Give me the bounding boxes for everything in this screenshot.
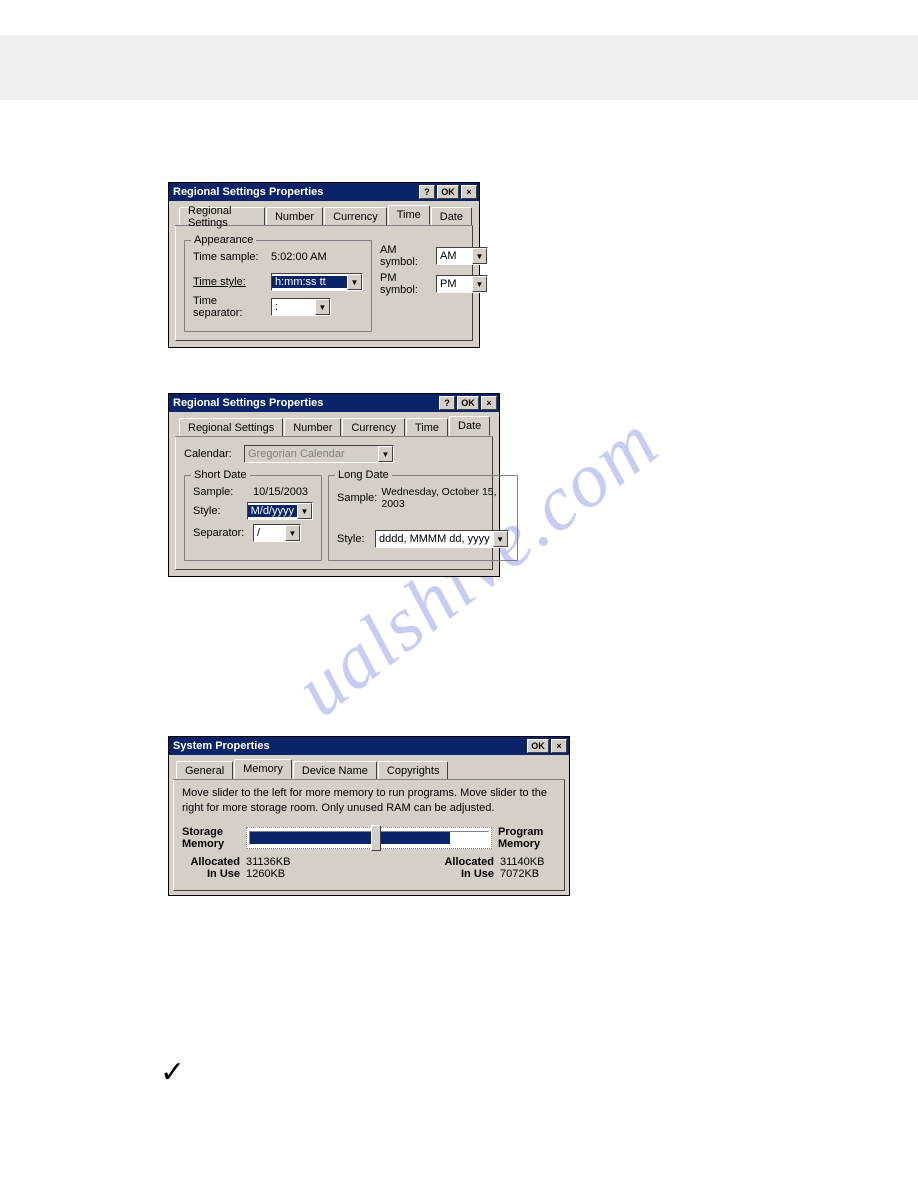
dropdown-arrow-icon[interactable]: ▼	[493, 531, 508, 547]
tab-copyrights[interactable]: Copyrights	[378, 761, 449, 779]
time-separator-dropdown[interactable]: : ▼	[271, 298, 331, 316]
storage-inuse-label: In Use	[182, 868, 240, 880]
slider-thumb[interactable]	[371, 825, 381, 851]
dropdown-arrow-icon[interactable]: ▼	[297, 503, 312, 519]
dropdown-arrow-icon[interactable]: ▼	[472, 248, 487, 264]
tab-regional-settings[interactable]: Regional Settings	[179, 207, 265, 225]
calendar-dropdown[interactable]: Gregorian Calendar ▼	[244, 445, 394, 463]
titlebar[interactable]: Regional Settings Properties ? OK ×	[169, 394, 499, 412]
time-sample-label: Time sample:	[193, 251, 267, 263]
storage-inuse-value: 1260KB	[246, 868, 302, 880]
separator-value: /	[254, 527, 285, 539]
ok-button[interactable]: OK	[437, 185, 459, 199]
storage-allocated-label: Allocated	[182, 856, 240, 868]
tab-date[interactable]: Date	[449, 416, 490, 436]
time-sample-value: 5:02:00 AM	[271, 251, 327, 263]
tab-date[interactable]: Date	[431, 207, 472, 225]
tab-number[interactable]: Number	[284, 418, 341, 436]
program-allocated-value: 31140KB	[500, 856, 556, 868]
long-sample-label: Sample:	[337, 492, 377, 504]
system-properties-dialog: System Properties OK × General Memory De…	[168, 736, 570, 896]
pm-symbol-label: PM symbol:	[380, 272, 432, 296]
dropdown-arrow-icon[interactable]: ▼	[347, 274, 362, 290]
pm-symbol-value: PM	[437, 278, 472, 290]
time-style-value: h:mm:ss tt	[272, 276, 347, 288]
calendar-label: Calendar:	[184, 448, 240, 460]
checkmark-icon: ✓	[160, 1055, 185, 1090]
regional-settings-time-dialog: Regional Settings Properties ? OK × Regi…	[168, 182, 480, 348]
program-inuse-value: 7072KB	[500, 868, 556, 880]
long-style-value: dddd, MMMM dd, yyyy	[376, 533, 493, 545]
appearance-group-title: Appearance	[191, 234, 256, 246]
short-style-label: Style:	[193, 505, 243, 517]
tab-currency[interactable]: Currency	[342, 418, 405, 436]
time-style-dropdown[interactable]: h:mm:ss tt ▼	[271, 273, 363, 291]
program-allocated-label: Allocated	[436, 856, 494, 868]
page-gray-band	[0, 35, 918, 100]
titlebar[interactable]: System Properties OK ×	[169, 737, 569, 755]
long-sample-value: Wednesday, October 15, 2003	[381, 486, 508, 510]
short-style-value: M/d/yyyy	[248, 505, 297, 517]
time-style-label: Time style:	[193, 276, 267, 288]
separator-dropdown[interactable]: / ▼	[253, 524, 301, 542]
long-style-label: Style:	[337, 533, 371, 545]
separator-label: Separator:	[193, 527, 249, 539]
storage-memory-label: Storage Memory	[182, 826, 240, 850]
titlebar[interactable]: Regional Settings Properties ? OK ×	[169, 183, 479, 201]
time-separator-label: Time separator:	[193, 295, 267, 319]
short-sample-label: Sample:	[193, 486, 249, 498]
dropdown-arrow-icon[interactable]: ▼	[472, 276, 487, 292]
tab-regional-settings[interactable]: Regional Settings	[179, 418, 283, 436]
storage-allocated-value: 31136KB	[246, 856, 302, 868]
tab-number[interactable]: Number	[266, 207, 323, 225]
program-inuse-label: In Use	[436, 868, 494, 880]
short-date-group-title: Short Date	[191, 469, 250, 481]
tab-time[interactable]: Time	[406, 418, 448, 436]
calendar-value: Gregorian Calendar	[245, 448, 378, 460]
help-button[interactable]: ?	[419, 185, 435, 199]
dropdown-arrow-icon[interactable]: ▼	[378, 446, 393, 462]
am-symbol-label: AM symbol:	[380, 244, 432, 268]
am-symbol-value: AM	[437, 250, 472, 262]
tab-memory[interactable]: Memory	[234, 759, 292, 779]
am-symbol-dropdown[interactable]: AM ▼	[436, 247, 488, 265]
short-style-dropdown[interactable]: M/d/yyyy ▼	[247, 502, 313, 520]
regional-settings-date-dialog: Regional Settings Properties ? OK × Regi…	[168, 393, 500, 577]
program-memory-label: Program Memory	[498, 826, 556, 850]
close-button[interactable]: ×	[461, 185, 477, 199]
long-style-dropdown[interactable]: dddd, MMMM dd, yyyy ▼	[375, 530, 509, 548]
tab-time[interactable]: Time	[388, 205, 430, 225]
help-button[interactable]: ?	[439, 396, 455, 410]
dropdown-arrow-icon[interactable]: ▼	[285, 525, 300, 541]
tab-device-name[interactable]: Device Name	[293, 761, 377, 779]
memory-slider[interactable]	[246, 827, 492, 849]
ok-button[interactable]: OK	[527, 739, 549, 753]
tab-row: Regional Settings Number Currency Time D…	[175, 205, 473, 226]
time-separator-value: :	[272, 301, 315, 313]
window-title: System Properties	[173, 740, 527, 752]
tab-general[interactable]: General	[176, 761, 233, 779]
tab-row: General Memory Device Name Copyrights	[173, 759, 565, 780]
pm-symbol-dropdown[interactable]: PM ▼	[436, 275, 488, 293]
dropdown-arrow-icon[interactable]: ▼	[315, 299, 330, 315]
window-title: Regional Settings Properties	[173, 397, 439, 409]
window-title: Regional Settings Properties	[173, 186, 419, 198]
close-button[interactable]: ×	[551, 739, 567, 753]
memory-instructions: Move slider to the left for more memory …	[174, 780, 564, 826]
long-date-group-title: Long Date	[335, 469, 392, 481]
tab-row: Regional Settings Number Currency Time D…	[175, 416, 493, 437]
tab-currency[interactable]: Currency	[324, 207, 387, 225]
close-button[interactable]: ×	[481, 396, 497, 410]
ok-button[interactable]: OK	[457, 396, 479, 410]
short-sample-value: 10/15/2003	[253, 486, 308, 498]
